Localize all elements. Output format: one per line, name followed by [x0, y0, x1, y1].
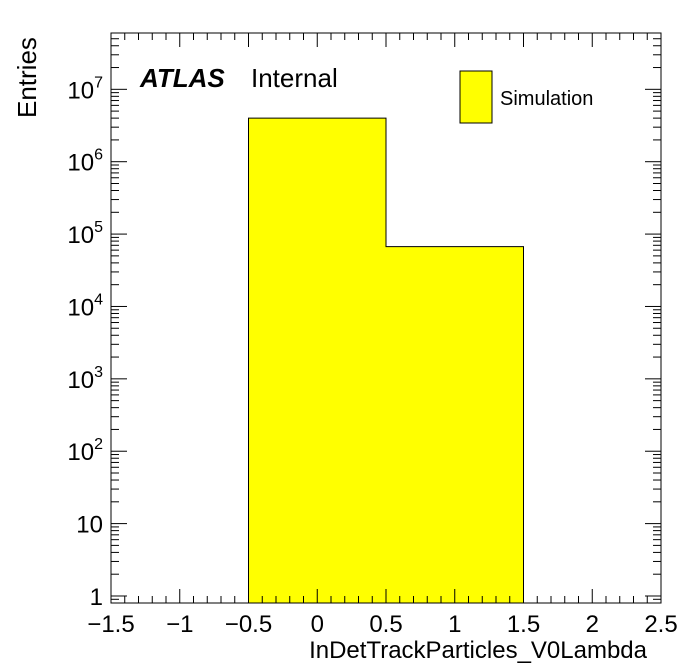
y-tick-label: 102	[67, 436, 103, 466]
histogram-bin-1	[386, 246, 524, 604]
legend: Simulation	[459, 70, 593, 124]
legend-swatch	[459, 70, 493, 124]
y-tick-label: 1	[90, 584, 103, 611]
y-tick-label: 107	[67, 74, 103, 104]
y-tick-labels: 1 10 102 103 104 105 106 107	[67, 74, 103, 611]
x-tick-label: 2	[586, 611, 599, 638]
major-ticks	[110, 33, 662, 603]
x-tick-label: −1	[166, 611, 193, 638]
histogram-outline	[248, 117, 524, 603]
internal-label: Internal	[251, 63, 338, 93]
x-tick-label: 1	[448, 611, 461, 638]
y-tick-label: 10	[76, 512, 103, 539]
x-tick-label: 0.5	[369, 611, 402, 638]
histogram-bin-0	[248, 118, 386, 603]
plot-frame	[110, 32, 662, 604]
x-tick-label: 2.5	[644, 611, 677, 638]
y-tick-label: 104	[67, 291, 103, 321]
x-tick-label: −1.5	[87, 611, 134, 638]
y-tick-label: 103	[67, 364, 103, 394]
x-tick-labels: −1.5 −1 −0.5 0 0.5 1 1.5 2 2.5	[87, 611, 677, 638]
y-tick-label: 106	[67, 147, 103, 177]
x-tick-label: 0	[311, 611, 324, 638]
x-tick-label: 1.5	[507, 611, 540, 638]
y-axis-label: Entries	[12, 37, 42, 118]
x-tick-label: −0.5	[225, 611, 272, 638]
atlas-label: ATLAS	[139, 63, 225, 93]
legend-label-simulation: Simulation	[500, 88, 593, 110]
bars-layer	[248, 117, 524, 604]
x-axis-label: InDetTrackParticles_V0Lambda	[309, 637, 648, 664]
y-tick-label: 105	[67, 219, 103, 249]
minor-ticks	[111, 32, 661, 604]
